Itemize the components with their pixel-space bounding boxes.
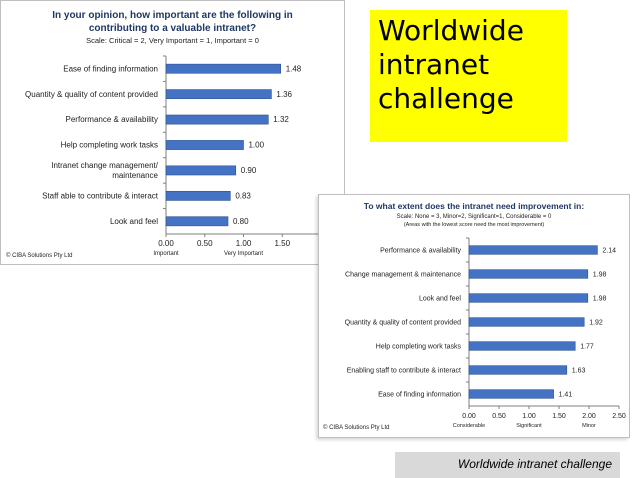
improvement-chart-panel: To what extent does the intranet need im… <box>318 194 630 438</box>
category-label: Staff able to contribute & interact <box>42 192 159 201</box>
x-tick-label: 1.50 <box>552 413 566 420</box>
category-label: Help completing work tasks <box>61 141 158 150</box>
value-label: 0.83 <box>235 192 251 201</box>
x-tick-label: 2.00 <box>582 413 596 420</box>
category-label: Quantity & quality of content provided <box>345 319 461 326</box>
category-label: maintenance <box>112 171 158 180</box>
value-label: 1.98 <box>593 295 607 302</box>
value-label: 1.36 <box>276 90 292 99</box>
value-label: 1.48 <box>286 64 302 73</box>
x-tick-label: 2.50 <box>612 413 626 420</box>
x-axis-scale-label: Minor <box>582 423 596 429</box>
x-axis-scale-label: Important <box>153 251 179 257</box>
value-label: 1.77 <box>580 343 594 350</box>
bar <box>165 63 281 74</box>
bar <box>468 269 589 279</box>
bar <box>468 389 554 399</box>
importance-chart-panel: In your opinion, how important are the f… <box>0 0 345 265</box>
value-label: 1.00 <box>249 141 265 150</box>
x-tick-label: 0.50 <box>197 239 213 248</box>
x-tick-label: 0.50 <box>492 413 506 420</box>
copyright-text: © CIBA Solutions Pty Ltd <box>323 425 390 431</box>
headline-title: Worldwide intranet challenge <box>378 14 524 115</box>
improvement-bar-chart: Performance & availability 2.14 Change man… <box>345 237 626 429</box>
category-label: Look and feel <box>419 295 461 302</box>
value-label: 1.92 <box>589 319 603 326</box>
value-label: 0.80 <box>233 217 249 226</box>
category-label: Look and feel <box>110 217 158 226</box>
bar <box>165 140 244 150</box>
value-label: 2.14 <box>602 247 616 254</box>
bar <box>165 89 272 100</box>
importance-bar-chart: Ease of finding information 1.48 Quantity … <box>25 55 324 257</box>
value-label: 0.90 <box>241 166 257 175</box>
x-tick-label: 1.50 <box>274 239 290 248</box>
x-axis-scale-label: Significant <box>516 423 542 429</box>
footer-banner: Worldwide intranet challenge <box>395 452 620 478</box>
category-label: Help completing work tasks <box>376 343 462 350</box>
bar <box>165 216 229 227</box>
value-label: 1.98 <box>593 271 607 278</box>
x-axis-scale-label: Considerable <box>453 423 485 429</box>
copyright-text: © CIBA Solutions Pty Ltd <box>6 253 73 259</box>
footer-caption: Worldwide intranet challenge <box>457 457 612 471</box>
headline-box: Worldwide intranet challenge <box>370 10 567 142</box>
chart-title: In your opinion, how important are the f… <box>52 10 293 34</box>
category-label: Performance & availability <box>66 115 158 124</box>
x-tick-label: 1.00 <box>522 413 536 420</box>
bar <box>468 365 568 375</box>
bar <box>165 190 231 201</box>
category-label: Enabling staff to contribute & interact <box>347 367 461 374</box>
x-tick-label: 0.00 <box>462 413 476 420</box>
bar <box>468 245 598 255</box>
chart-subtitle: Scale: None = 3, Minor=2, Significant=1,… <box>396 214 552 220</box>
bar <box>165 165 237 176</box>
bar <box>468 293 589 303</box>
chart-subtitle-note: (Areas with the lowest score need the mo… <box>403 222 545 228</box>
category-label: Quantity & quality of content provided <box>25 90 158 99</box>
bar <box>165 114 269 125</box>
chart-subtitle: Scale: Critical = 2, Very Important = 1,… <box>86 36 259 45</box>
x-tick-label: 0.00 <box>158 239 174 248</box>
category-label: Change management & maintenance <box>345 271 461 278</box>
category-label: Performance & availability <box>380 247 461 254</box>
bar <box>468 341 576 351</box>
value-label: 1.41 <box>559 391 573 398</box>
x-axis-scale-label: Very Important <box>224 251 263 257</box>
bar <box>468 317 585 327</box>
category-label: Ease of finding information <box>63 64 158 73</box>
x-tick-label: 1.00 <box>236 239 252 248</box>
category-label: Intranet change management/ <box>51 161 159 170</box>
category-label: Ease of finding information <box>378 391 461 398</box>
value-label: 1.63 <box>572 367 586 374</box>
chart-title: To what extent does the intranet need im… <box>363 201 585 211</box>
value-label: 1.32 <box>273 115 289 124</box>
